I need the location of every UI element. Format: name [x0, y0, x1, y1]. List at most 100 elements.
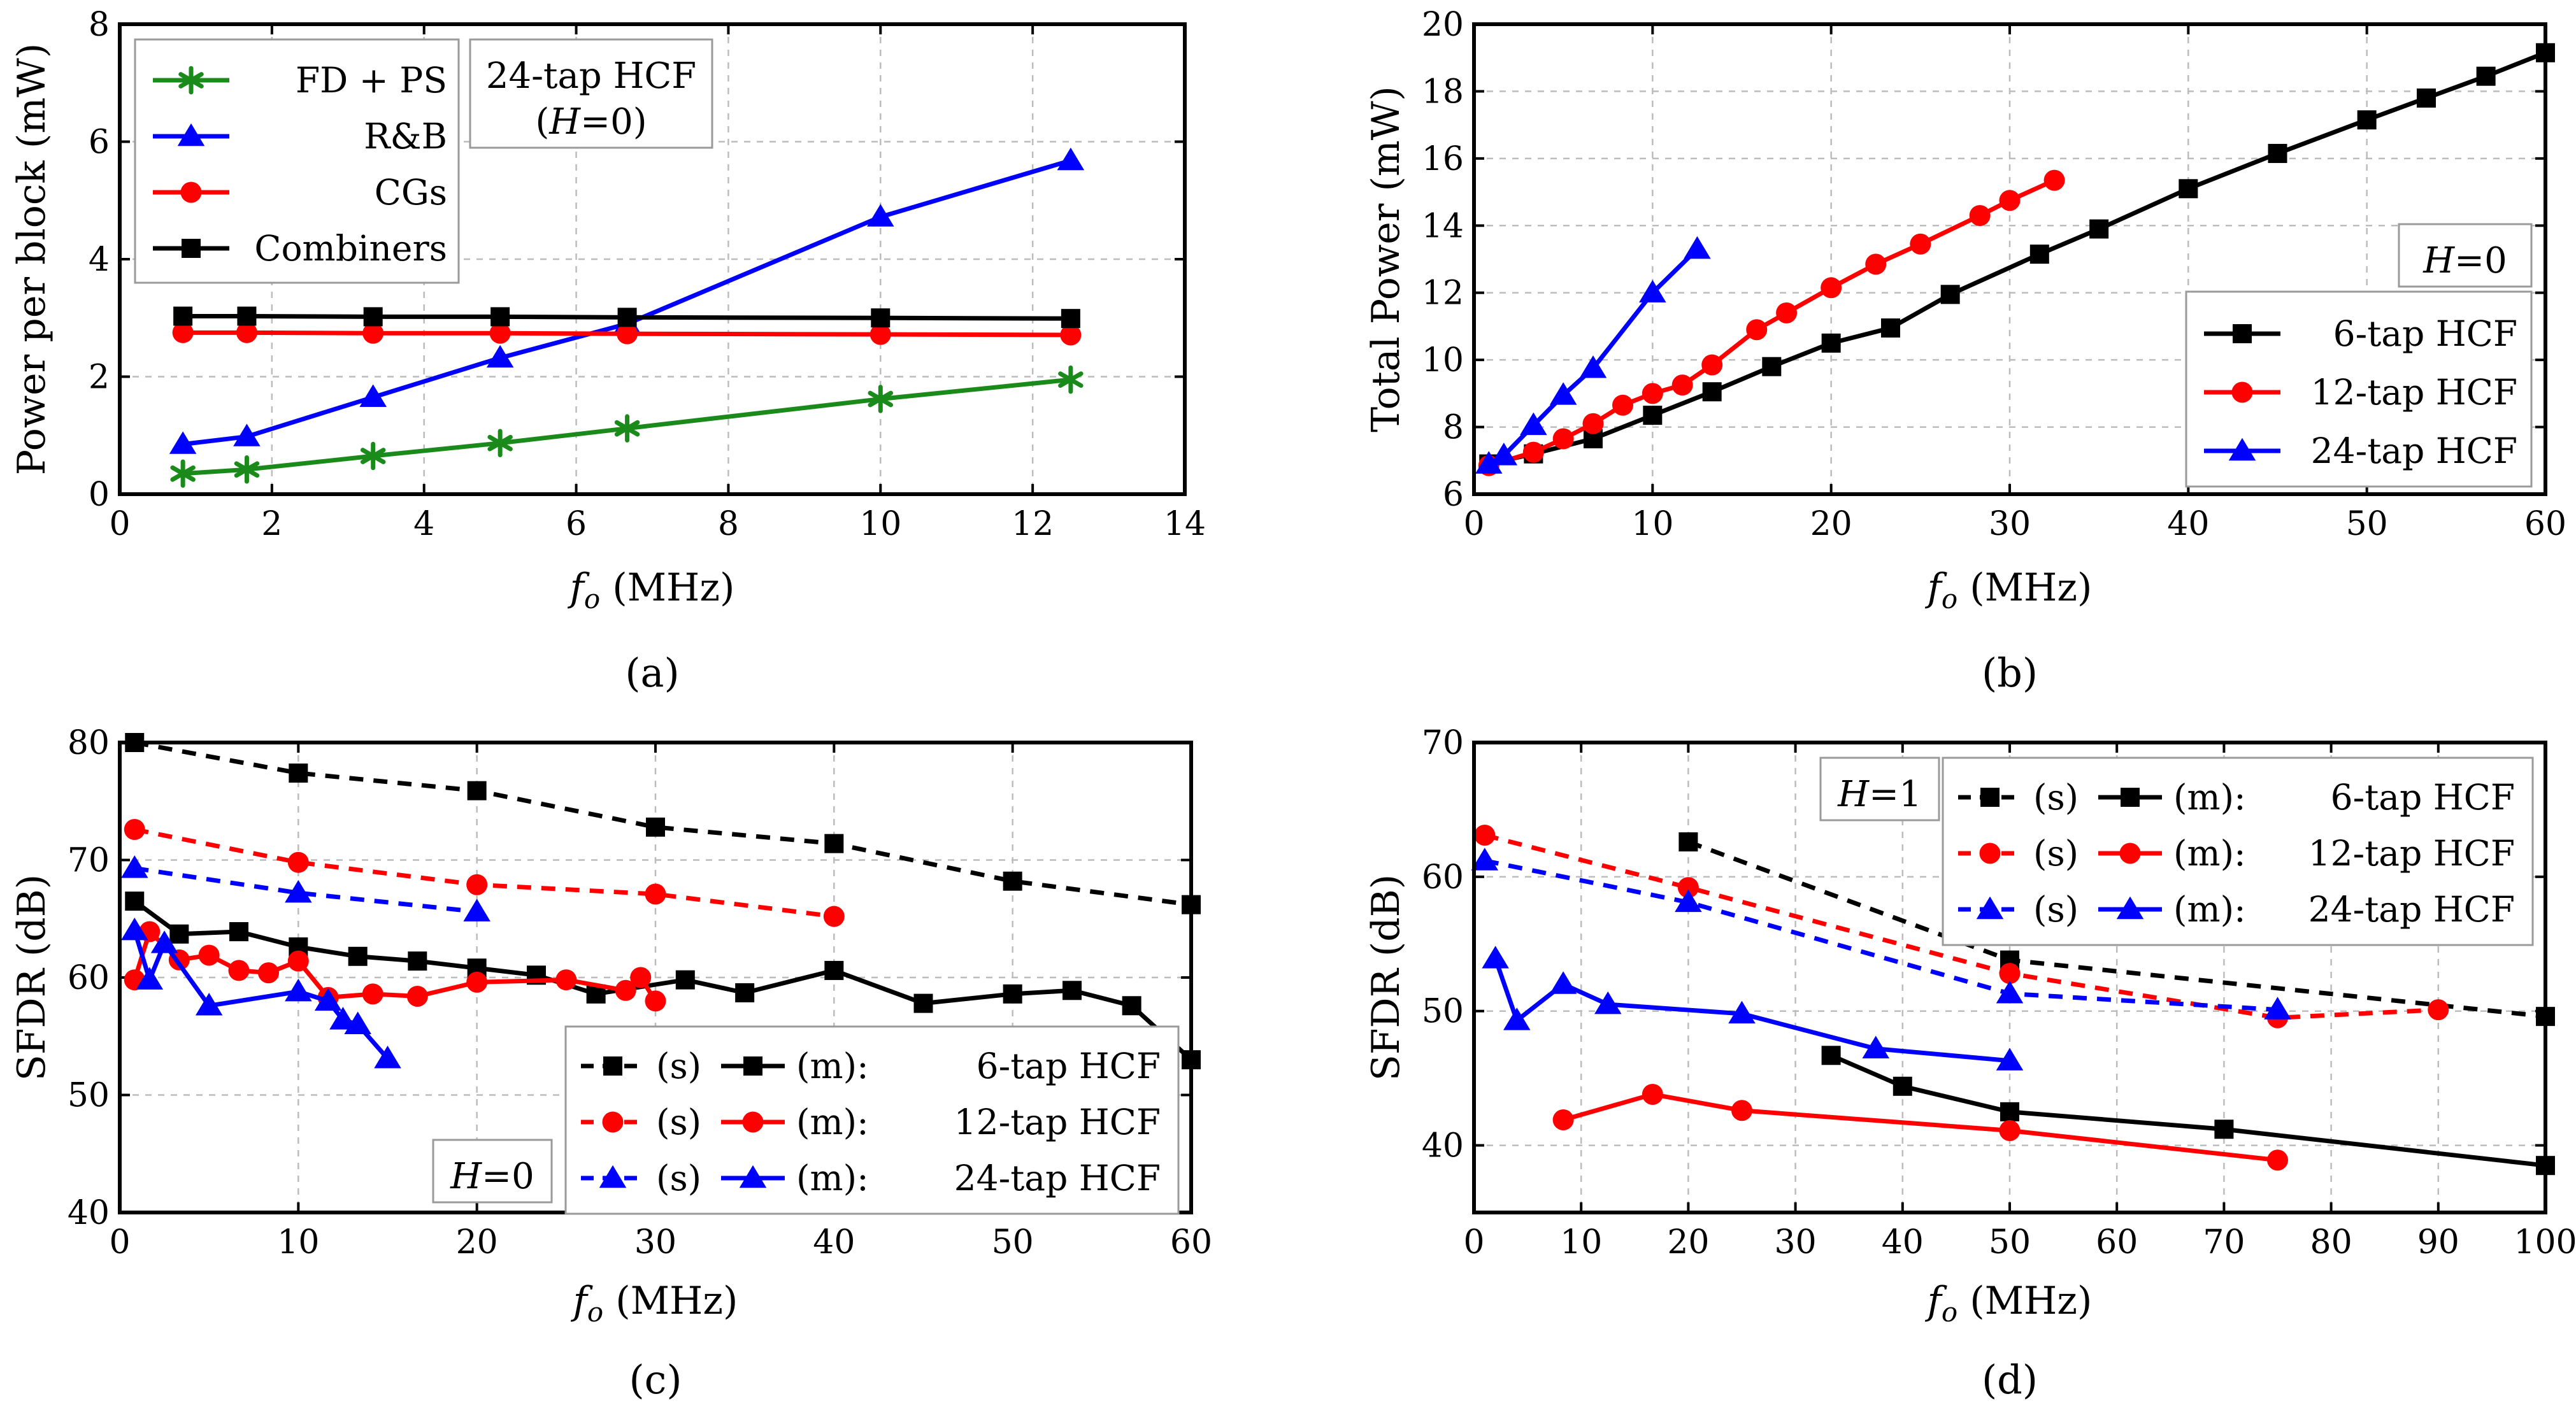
- x-tick-label: 12: [1012, 505, 1054, 543]
- data-point: [615, 979, 636, 1001]
- legend-marker-stroke: [178, 72, 204, 89]
- data-point: [233, 423, 261, 446]
- y-tick-label: 14: [1422, 207, 1464, 245]
- legend-series-label: 12-tap HCF: [954, 1102, 1161, 1142]
- data-point: [348, 946, 368, 966]
- data-point: [314, 988, 342, 1011]
- x-axis-label: fo (MHz): [571, 1279, 738, 1328]
- plot-frame: [1472, 741, 2547, 1214]
- data-point: [824, 960, 844, 980]
- data-point: [329, 1007, 357, 1030]
- x-tick-label: 50: [2346, 505, 2388, 543]
- data-point: [170, 459, 196, 488]
- legend-box: [564, 1025, 1180, 1215]
- y-tick-label: 2: [89, 359, 110, 397]
- data-point: [1594, 991, 1622, 1014]
- data-point: [1490, 443, 1518, 466]
- legend-series-label: 6-tap HCF: [977, 1046, 1161, 1086]
- data-point: [360, 441, 386, 471]
- data-point: [1821, 1046, 1841, 1065]
- plot-frame: [1472, 22, 2547, 496]
- data-point: [1999, 963, 2021, 985]
- legend-marker: [182, 239, 201, 258]
- x-tick-label: 70: [2203, 1223, 2245, 1262]
- y-tick-label: 50: [68, 1077, 110, 1115]
- data-point: [1999, 1120, 2021, 1141]
- data-point: [1003, 871, 1022, 891]
- data-point: [2214, 1120, 2234, 1139]
- data-point-stroke: [487, 434, 513, 451]
- data-point-stroke: [360, 448, 386, 464]
- data-point: [2267, 1149, 2288, 1171]
- y-axis-label: Total Power (mW): [1364, 86, 1408, 432]
- x-tick-label: 14: [1164, 505, 1206, 543]
- legend-s-label: (s): [2033, 833, 2079, 874]
- data-point: [1552, 428, 1574, 450]
- data-point: [1999, 190, 2021, 211]
- legend-marker: [2233, 324, 2252, 343]
- data-point: [1762, 357, 1782, 376]
- legend-box: [1942, 757, 2534, 946]
- x-tick-label: 40: [813, 1223, 855, 1262]
- data-point: [121, 917, 148, 941]
- panel-label: (d): [1982, 1356, 2038, 1403]
- data-point: [1474, 824, 1496, 846]
- x-tick-label: 40: [1882, 1223, 1924, 1262]
- y-tick-label: 70: [68, 842, 110, 880]
- annotation-text: (H=0): [535, 101, 647, 143]
- legend-s-label: (s): [2033, 889, 2079, 930]
- data-point: [2268, 143, 2287, 163]
- annotation-text: H=0: [2422, 240, 2507, 281]
- data-point: [374, 1046, 401, 1069]
- series--s-12-tap-hcf: [124, 819, 845, 927]
- data-point: [869, 324, 891, 345]
- series--m-24-tap-hcf: [1482, 946, 2024, 1070]
- data-point: [406, 986, 428, 1007]
- y-tick-label: 0: [89, 476, 110, 514]
- x-tick-label: 100: [2514, 1223, 2576, 1262]
- series-line: [132, 929, 657, 1002]
- x-tick-label: 0: [109, 1223, 130, 1262]
- data-point: [1503, 1007, 1531, 1030]
- x-tick-label: 60: [2524, 505, 2566, 543]
- x-tick-label: 80: [2310, 1223, 2352, 1262]
- chart-panel-a: 0 2 4 6 8 10 12 14 0 2 4 6 8 fo (MHz) Power per block …: [10, 6, 1206, 696]
- legend-marker: [603, 1056, 622, 1076]
- x-tick-label: 60: [1170, 1223, 1212, 1262]
- data-point: [1684, 236, 1711, 259]
- data-point: [287, 950, 309, 972]
- data-point: [172, 322, 194, 343]
- y-axis-label: SFDR (dB): [10, 874, 54, 1081]
- annotation-box: [1819, 757, 1940, 821]
- y-tick-label: 8: [89, 6, 110, 44]
- data-point: [2357, 110, 2377, 130]
- legend-label: 12-tap HCF: [2311, 372, 2517, 413]
- legend-marker: [739, 1165, 767, 1188]
- data-point: [1061, 309, 1080, 329]
- x-tick-label: 4: [413, 505, 434, 543]
- data-point: [287, 851, 309, 873]
- data-point: [645, 990, 666, 1012]
- data-point: [1122, 996, 1141, 1016]
- data-point: [1701, 354, 1723, 376]
- x-tick-label: 0: [109, 505, 130, 543]
- data-point: [1678, 832, 1698, 852]
- data-point: [1579, 355, 1607, 378]
- x-axis-label: fo (MHz): [1925, 565, 2093, 615]
- data-point: [1060, 324, 1082, 346]
- legend-m-label: (m):: [2173, 889, 2246, 930]
- series--m-12-tap-hcf: [1552, 1083, 2288, 1171]
- data-point: [617, 323, 638, 345]
- data-point: [363, 307, 383, 327]
- data-point: [125, 892, 145, 911]
- data-point: [735, 983, 755, 1002]
- data-point: [2428, 999, 2449, 1021]
- data-point: [646, 817, 665, 837]
- data-point: [1475, 451, 1503, 474]
- data-point: [1549, 382, 1577, 405]
- legend-label: R&B: [364, 116, 447, 157]
- data-point: [913, 993, 933, 1013]
- data-point: [1893, 1076, 1912, 1096]
- data-point: [1520, 412, 1547, 436]
